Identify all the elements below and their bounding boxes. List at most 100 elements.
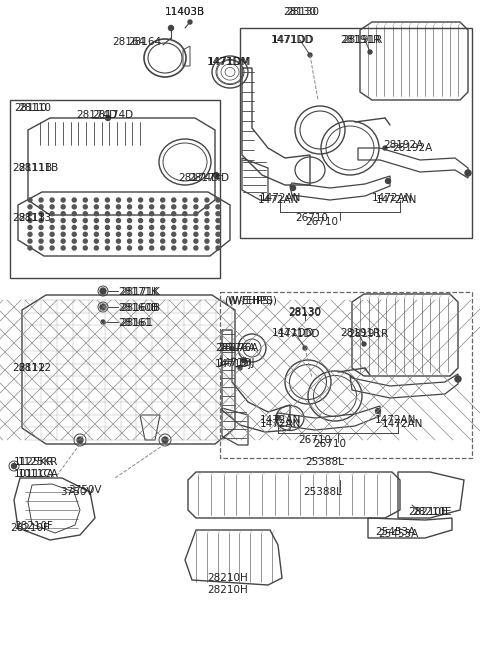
Text: 1471DD: 1471DD bbox=[278, 329, 321, 339]
Text: 1471DJ: 1471DJ bbox=[215, 359, 252, 369]
Circle shape bbox=[161, 232, 165, 236]
Circle shape bbox=[172, 232, 176, 236]
Circle shape bbox=[205, 239, 209, 243]
Circle shape bbox=[50, 212, 54, 216]
Circle shape bbox=[95, 226, 98, 230]
Text: 28112: 28112 bbox=[12, 363, 45, 373]
Circle shape bbox=[61, 212, 65, 216]
Text: 28164: 28164 bbox=[112, 37, 145, 47]
Circle shape bbox=[194, 205, 198, 209]
Text: 28164: 28164 bbox=[128, 37, 161, 47]
Circle shape bbox=[308, 53, 312, 57]
Circle shape bbox=[28, 198, 32, 202]
Text: 28160B: 28160B bbox=[120, 303, 160, 313]
Circle shape bbox=[183, 198, 187, 202]
Circle shape bbox=[39, 232, 43, 236]
Circle shape bbox=[205, 226, 209, 230]
Circle shape bbox=[106, 212, 109, 216]
Circle shape bbox=[117, 246, 120, 250]
Text: 28111B: 28111B bbox=[12, 163, 52, 173]
Circle shape bbox=[385, 179, 391, 183]
Text: 1472AN: 1472AN bbox=[376, 195, 418, 205]
Circle shape bbox=[117, 218, 120, 222]
Circle shape bbox=[128, 218, 132, 222]
Circle shape bbox=[84, 212, 87, 216]
Text: 28191R: 28191R bbox=[340, 328, 380, 338]
Circle shape bbox=[72, 198, 76, 202]
Text: 1125KR: 1125KR bbox=[18, 457, 59, 467]
Text: 28191R: 28191R bbox=[348, 329, 388, 339]
Circle shape bbox=[150, 198, 154, 202]
Text: 28174D: 28174D bbox=[76, 110, 117, 120]
Bar bbox=[240, 28, 472, 238]
Circle shape bbox=[216, 218, 220, 222]
Circle shape bbox=[139, 198, 143, 202]
Circle shape bbox=[72, 232, 76, 236]
Text: 28191R: 28191R bbox=[340, 35, 380, 45]
Circle shape bbox=[61, 246, 65, 250]
Circle shape bbox=[216, 246, 220, 250]
Circle shape bbox=[139, 239, 143, 243]
Circle shape bbox=[117, 198, 120, 202]
Circle shape bbox=[455, 376, 461, 382]
Circle shape bbox=[128, 226, 132, 230]
Text: 28192A: 28192A bbox=[392, 143, 432, 153]
Circle shape bbox=[128, 212, 132, 216]
Circle shape bbox=[84, 232, 87, 236]
Circle shape bbox=[150, 239, 154, 243]
Circle shape bbox=[168, 26, 173, 30]
Circle shape bbox=[161, 226, 165, 230]
Circle shape bbox=[214, 173, 218, 177]
Circle shape bbox=[117, 226, 120, 230]
Circle shape bbox=[50, 205, 54, 209]
Circle shape bbox=[84, 226, 87, 230]
Circle shape bbox=[28, 226, 32, 230]
Text: 1471DD: 1471DD bbox=[271, 35, 313, 45]
Circle shape bbox=[194, 232, 198, 236]
Circle shape bbox=[172, 239, 176, 243]
Text: 28210E: 28210E bbox=[412, 507, 452, 517]
Circle shape bbox=[194, 212, 198, 216]
Circle shape bbox=[276, 416, 280, 420]
Text: 1471DJ: 1471DJ bbox=[218, 358, 255, 368]
Circle shape bbox=[362, 342, 366, 346]
Text: 28113: 28113 bbox=[12, 213, 45, 223]
Circle shape bbox=[139, 212, 143, 216]
Circle shape bbox=[39, 212, 43, 216]
Circle shape bbox=[72, 212, 76, 216]
Text: 28161: 28161 bbox=[118, 318, 151, 328]
Text: 1471DM: 1471DM bbox=[207, 57, 251, 67]
Circle shape bbox=[106, 198, 109, 202]
Circle shape bbox=[72, 226, 76, 230]
Circle shape bbox=[84, 205, 87, 209]
Circle shape bbox=[216, 212, 220, 216]
Circle shape bbox=[95, 205, 98, 209]
Text: 1472AN: 1472AN bbox=[372, 193, 413, 203]
Circle shape bbox=[28, 232, 32, 236]
Text: 1471DD: 1471DD bbox=[272, 35, 314, 45]
Circle shape bbox=[84, 239, 87, 243]
Circle shape bbox=[50, 218, 54, 222]
Text: 28130: 28130 bbox=[287, 7, 320, 17]
Text: 28176A: 28176A bbox=[215, 343, 255, 353]
Text: 28171K: 28171K bbox=[120, 287, 160, 297]
Circle shape bbox=[28, 212, 32, 216]
Text: 26710: 26710 bbox=[305, 217, 338, 227]
Text: 1472AN: 1472AN bbox=[375, 415, 416, 425]
Text: 28210H: 28210H bbox=[208, 585, 248, 595]
Text: 28210E: 28210E bbox=[408, 507, 447, 517]
Circle shape bbox=[150, 218, 154, 222]
Text: 26710: 26710 bbox=[296, 213, 328, 223]
Circle shape bbox=[61, 239, 65, 243]
Circle shape bbox=[39, 205, 43, 209]
Circle shape bbox=[194, 239, 198, 243]
Circle shape bbox=[50, 239, 54, 243]
Circle shape bbox=[205, 246, 209, 250]
Circle shape bbox=[117, 212, 120, 216]
Circle shape bbox=[50, 198, 54, 202]
Circle shape bbox=[95, 212, 98, 216]
Circle shape bbox=[183, 205, 187, 209]
Circle shape bbox=[39, 246, 43, 250]
Circle shape bbox=[150, 226, 154, 230]
Circle shape bbox=[172, 246, 176, 250]
